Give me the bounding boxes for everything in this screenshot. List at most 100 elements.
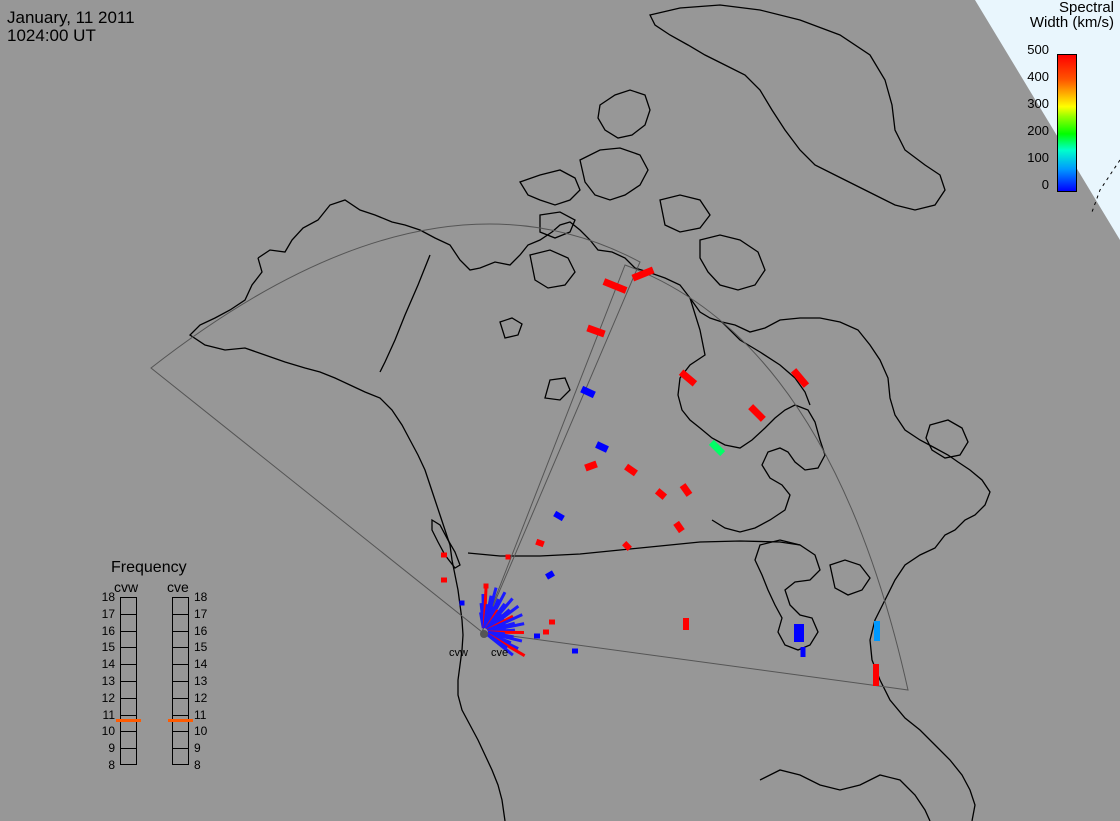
arctic-island-8 [499,317,523,339]
frequency-gridline [172,697,189,699]
backscatter-echoes [441,266,880,686]
echo-cell [631,266,655,282]
frequency-tick-left: 13 [101,674,115,688]
alaska-canada-border [379,254,431,373]
frequency-gridline [172,664,189,666]
frequency-tick-right: 12 [194,690,208,705]
frequency-tick-left: 10 [101,724,115,739]
arctic-island-5 [659,194,711,233]
frequency-gridline [120,748,137,750]
political-boundaries [379,254,801,557]
coastline-gulf [759,769,931,821]
hudson-bay [677,297,826,533]
colorbar-tick: 300 [1027,96,1049,111]
time-label: 1024:00 UT [7,26,96,45]
frequency-gridline [120,613,137,615]
arctic-island-1 [519,169,581,206]
frequency-marker-cve [168,718,193,722]
echo-cell [800,647,806,657]
frequency-title: Frequency [111,559,187,576]
frequency-tick-left: 17 [101,606,115,621]
frequency-tick-left: 16 [101,623,115,638]
echo-cell [535,538,545,548]
frequency-tick-right: 14 [194,657,208,672]
frequency-tick-right: 11 [194,707,207,722]
frequency-tick-right: 15 [194,640,208,655]
us-canada-border [467,540,801,557]
frequency-gridline [120,630,137,632]
arctic-island-3 [597,89,651,139]
coastlines [188,4,991,821]
frequency-gridline [172,647,189,649]
echo-cell [586,324,606,338]
echo-cell [441,577,447,583]
frequency-gridline [120,697,137,699]
echo-cell [602,278,628,294]
echo-cell [654,488,668,500]
newfoundland [925,419,969,459]
echo-cell [622,541,632,551]
echo-cell [794,624,804,642]
radar-fields-of-view [150,223,909,691]
arctic-island-4 [539,211,576,239]
colorbar-tick: 100 [1027,150,1049,165]
radar-label-cve: cve [491,647,509,659]
echo-cell [553,510,565,522]
frequency-gridline [172,748,189,750]
frequency-gridline [172,681,189,682]
frequency-radar-label-cvw: cvw [114,579,139,595]
frequency-tick-left: 18 [101,590,115,604]
frequency-tick-right: 18 [194,590,208,604]
terminator-line [1091,159,1120,213]
vancouver-island [431,518,461,569]
frequency-gridline [172,731,189,733]
frequency-tick-left: 15 [101,640,115,655]
frequency-marker-cvw [116,718,141,722]
frequency-tick-right: 17 [194,606,208,621]
echo-cell [459,600,465,606]
colorbar [1057,54,1077,192]
frequency-gridline [120,714,137,716]
echo-cell [748,404,766,422]
colorbar-tick: 0 [1041,177,1049,192]
echo-cell [545,570,555,580]
colorbar-title: Spectral Width (km/s) [1030,0,1114,30]
frequency-gridline [172,630,189,632]
colorbar-tick: 400 [1027,69,1049,84]
frequency-gridline [172,714,189,716]
echo-cell [683,618,689,630]
arctic-island-7 [529,249,576,289]
cve-fov [481,264,909,691]
arctic-island-9 [544,377,571,401]
great-lakes-east [829,559,871,596]
radar-site [480,630,488,638]
colorbar-tick: 500 [1027,42,1049,57]
frequency-gridline [120,647,137,649]
echo-cell [679,483,693,497]
frequency-tick-left: 9 [108,741,115,756]
radar-label-cvw: cvw [449,647,468,659]
frequency-tick-left: 11 [102,707,115,722]
echo-cell [790,368,810,388]
frequency-tick-right: 9 [194,741,201,756]
echo-cell [874,621,880,641]
echo-cell [441,552,447,558]
greenland [649,4,946,211]
arctic-island-2 [579,147,649,201]
arctic-island-6 [699,234,766,291]
daylight-region [975,0,1120,240]
echo-cell [505,554,511,560]
echo-cell [708,439,726,457]
frequency-tick-left: 12 [101,690,115,705]
colorbar-title-line2: Width (km/s) [1029,14,1114,31]
colorbar-title-line1: Spectral [1058,0,1114,16]
echo-cell [580,385,596,399]
frequency-tick-right: 10 [194,724,208,739]
coastline-pacific [188,257,506,821]
radar-site-marker [480,630,488,638]
frequency-gridline [120,664,137,666]
frequency-tick-right: 13 [194,674,208,688]
